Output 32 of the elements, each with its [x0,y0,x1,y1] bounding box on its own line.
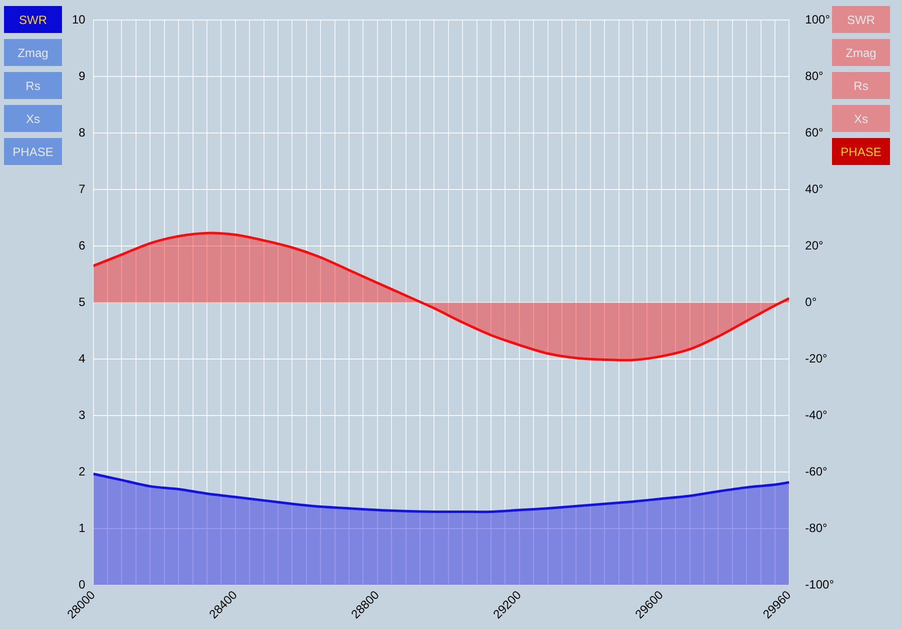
y2-tick-label: 60° [805,125,824,140]
y-tick-label: 6 [78,238,86,252]
y-tick-label: 5 [78,294,86,309]
y-tick-label: 8 [78,125,86,140]
y-tick-label: 4 [78,351,86,366]
y2-tick-label: -80° [805,521,828,536]
selector-button[interactable]: Rs [832,72,890,99]
y-tick-label: 10 [72,12,86,26]
selector-button[interactable]: PHASE [832,138,890,165]
y-tick-label: 2 [78,464,86,478]
y2-tick-label: 40° [805,182,824,196]
y2-tick-label: 100° [805,12,830,26]
selector-button[interactable]: SWR [4,6,62,33]
y-tick-label: 7 [78,182,86,196]
y2-tick-label: -60° [805,464,828,478]
y-tick-label: 1 [78,521,86,536]
selector-button[interactable]: PHASE [4,138,62,165]
y2-tick-label: -20° [805,351,828,366]
y-tick-label: 0 [78,578,86,592]
y-tick-label: 9 [78,68,86,83]
y2-tick-label: 20° [805,238,824,252]
y2-tick-label: -100° [805,578,834,592]
selector-button[interactable]: Rs [4,72,62,99]
selector-button[interactable]: SWR [832,6,890,33]
y2-tick-label: 0° [805,294,817,309]
y2-tick-label: -40° [805,408,828,422]
selector-button[interactable]: Zmag [832,39,890,66]
selector-button[interactable]: Zmag [4,39,62,66]
y2-tick-label: 80° [805,68,824,83]
selector-button[interactable]: Xs [4,105,62,132]
selector-button[interactable]: Xs [832,105,890,132]
y-tick-label: 3 [78,408,86,422]
